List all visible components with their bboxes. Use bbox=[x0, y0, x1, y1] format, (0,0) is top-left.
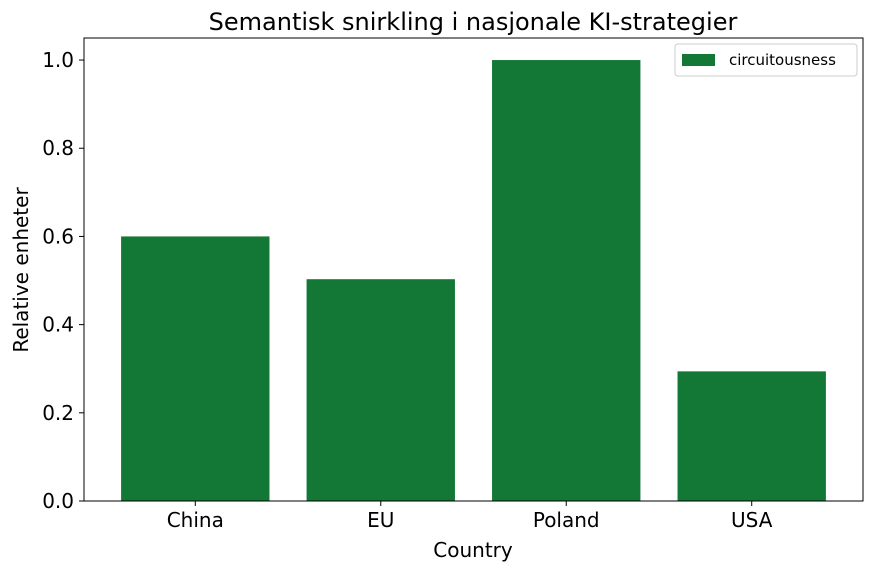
y-tick-label: 0.2 bbox=[42, 401, 74, 425]
y-tick-label: 1.0 bbox=[42, 48, 74, 72]
bar-usa bbox=[677, 371, 826, 501]
legend-box bbox=[674, 43, 858, 77]
x-tick-label: China bbox=[167, 508, 224, 532]
legend: circuitousness bbox=[674, 43, 858, 77]
x-axis-title: Country bbox=[433, 538, 513, 562]
x-tick-label: Poland bbox=[533, 508, 600, 532]
bar-eu bbox=[306, 279, 455, 501]
x-axis: China EU Poland USA bbox=[167, 501, 773, 532]
x-tick-label: USA bbox=[731, 508, 773, 532]
x-tick-label: EU bbox=[367, 508, 394, 532]
y-axis: 0.0 0.2 0.4 0.6 0.8 1.0 bbox=[42, 48, 84, 513]
y-tick-label: 0.6 bbox=[42, 224, 74, 248]
chart-title: Semantisk snirkling i nasjonale KI-strat… bbox=[209, 8, 738, 36]
y-axis-title: Relative enheter bbox=[9, 187, 33, 353]
bar-china bbox=[121, 236, 270, 501]
y-tick-label: 0.4 bbox=[42, 313, 74, 337]
y-tick-label: 0.8 bbox=[42, 136, 74, 160]
plot-frame bbox=[83, 37, 864, 502]
bar-poland bbox=[492, 60, 641, 502]
legend-label: circuitousness bbox=[729, 51, 836, 69]
legend-swatch bbox=[682, 54, 715, 66]
y-tick-label: 0.0 bbox=[42, 489, 74, 513]
bars-group bbox=[121, 60, 826, 502]
